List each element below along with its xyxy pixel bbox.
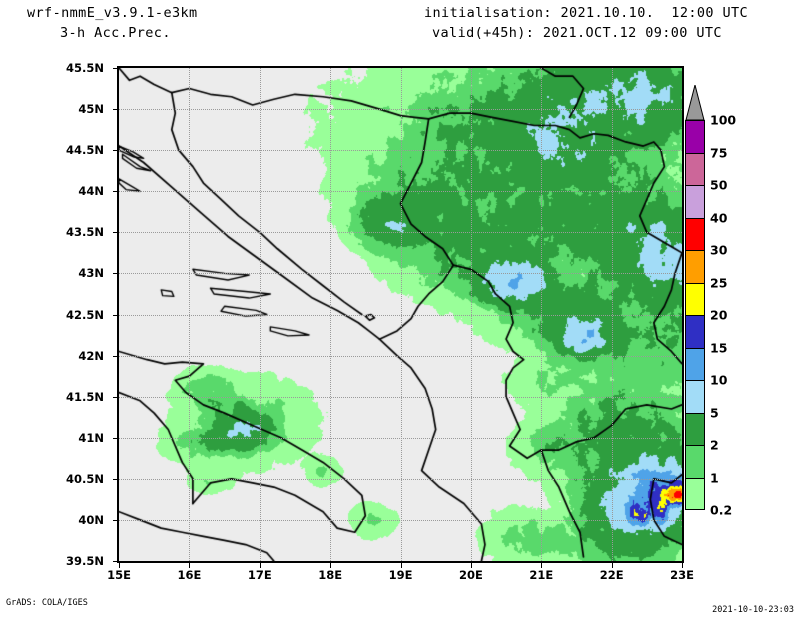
colorbar-segment (685, 185, 705, 218)
lat-tick-mark (113, 314, 118, 316)
lon-tick-label: 15E (107, 568, 131, 582)
colorbar-segment (685, 380, 705, 413)
colorbar-segment (685, 152, 705, 185)
model-name-label: wrf-nmmE_v3.9.1-e3km (27, 5, 198, 21)
grads-credit-label: GrADS: COLA/IGES (6, 598, 88, 608)
lon-tick-mark (189, 563, 191, 568)
lon-tick-label: 19E (388, 568, 413, 582)
colorbar-segment (685, 445, 705, 478)
lat-tick-mark (113, 437, 118, 439)
colorbar-tick-label: 40 (710, 210, 728, 225)
colorbar-tick-label: 100 (710, 112, 737, 128)
lat-tick-mark (113, 150, 118, 152)
colorbar-segment (685, 477, 705, 510)
lat-tick-mark (113, 232, 118, 234)
colorbar-tick-label: 5 (710, 405, 719, 420)
colorbar-segment (685, 250, 705, 283)
lat-tick-label: 40.5N (66, 471, 104, 486)
colorbar-segment (685, 315, 705, 348)
lat-tick-label: 43N (78, 266, 104, 281)
colorbar-tick-label: 50 (710, 177, 728, 193)
colorbar-segment (685, 347, 705, 380)
lon-tick-label: 18E (318, 568, 343, 582)
colorbar-legend (685, 120, 705, 510)
lon-tick-mark (119, 563, 120, 568)
lat-tick-mark (113, 273, 118, 275)
colorbar-tick-label: 20 (710, 307, 728, 323)
timestamp-label: 2021-10-10-23:03 (712, 605, 794, 615)
lat-tick-label: 42.5N (66, 307, 104, 322)
lat-tick-label: 40N (78, 512, 104, 527)
colorbar-tick-label: 30 (710, 242, 728, 258)
map-plot-area (117, 66, 684, 563)
colorbar-overflow-cap (685, 84, 705, 121)
colorbar-tick-label: 2 (710, 437, 719, 453)
lat-tick-label: 41.5N (66, 389, 104, 404)
field-name-label: 3-h Acc.Prec. (60, 25, 171, 41)
lon-tick-mark (682, 563, 683, 568)
lon-tick-mark (330, 563, 332, 568)
colorbar-tick-label: 10 (710, 372, 728, 388)
latitude-axis: 45.5N 45N 44.5N 44N 43.5N 43N 42.5N 42N 41.5N 41N… (0, 0, 118, 618)
colorbar-segment (685, 412, 705, 445)
lat-tick-label: 43.5N (66, 225, 104, 240)
lat-tick-mark (113, 478, 118, 480)
lat-tick-label: 44.5N (66, 143, 104, 158)
lat-tick-mark (113, 191, 118, 193)
lon-tick-label: 22E (599, 568, 624, 582)
colorbar-segment (685, 120, 705, 153)
initialisation-label: initialisation: 2021.10.10. 12:00 UTC (424, 5, 749, 21)
lon-tick-mark (541, 563, 543, 568)
lat-tick-mark (113, 396, 118, 398)
colorbar-tick-label: 75 (710, 145, 728, 160)
precipitation-field (119, 68, 682, 561)
colorbar-segment (685, 217, 705, 250)
lon-tick-mark (470, 563, 472, 568)
colorbar-segment (685, 282, 705, 315)
lon-tick-label: 17E (247, 568, 272, 582)
lat-tick-label: 42N (78, 348, 104, 363)
lat-tick-label: 45N (78, 102, 104, 117)
colorbar-tick-label: 25 (710, 275, 728, 290)
lat-tick-label: 45.5N (66, 61, 104, 75)
colorbar-tick-label: 15 (710, 340, 728, 355)
lon-tick-mark (259, 563, 261, 568)
lat-tick-mark (113, 519, 118, 521)
lat-tick-mark (113, 109, 118, 111)
lon-tick-label: 16E (177, 568, 202, 582)
lat-tick-mark (113, 355, 118, 357)
lon-tick-label: 20E (458, 568, 483, 582)
lon-tick-mark (611, 563, 613, 568)
lat-tick-mark (113, 68, 118, 69)
valid-time-label: valid(+45h): 2021.OCT.12 09:00 UTC (432, 25, 722, 41)
colorbar-tick-label: 1 (710, 470, 719, 485)
lat-tick-label: 39.5N (66, 554, 104, 568)
lat-tick-mark (113, 561, 118, 562)
lon-tick-label: 21E (529, 568, 554, 582)
lon-tick-mark (400, 563, 402, 568)
colorbar-tick-label: 0.2 (710, 502, 733, 518)
lon-tick-label: 23E (670, 568, 694, 582)
lat-tick-label: 41N (78, 430, 104, 445)
lat-tick-label: 44N (78, 184, 104, 199)
